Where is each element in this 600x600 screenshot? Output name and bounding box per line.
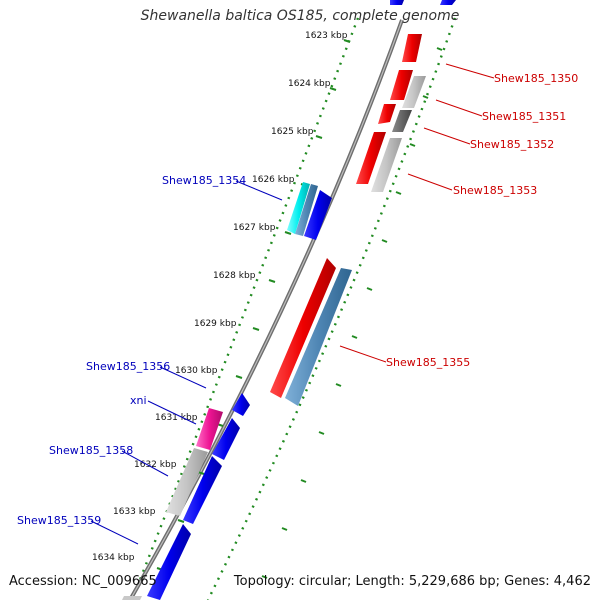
gene-label-shew185-1359[interactable]: Shew185_1359 (17, 514, 101, 527)
gene-shew185-1350-a[interactable] (402, 34, 422, 62)
gene-label-shew185-1358[interactable]: Shew185_1358 (49, 444, 133, 457)
tick-label: 1626 kbp (252, 175, 295, 185)
backbone-bottom-shadow (122, 596, 142, 600)
gene-label-shew185-1355[interactable]: Shew185_1355 (386, 356, 470, 369)
gene-label-shew185-1354[interactable]: Shew185_1354 (162, 174, 246, 187)
tick-label: 1629 kbp (194, 319, 237, 329)
outer-tick-marks (261, 47, 443, 579)
gene-xni[interactable] (196, 408, 223, 450)
gene-label-shew185-1353[interactable]: Shew185_1353 (453, 184, 537, 197)
gene-shew185-1354-steel[interactable] (295, 184, 318, 236)
gene-top-partial-2 (440, 0, 456, 5)
tick-labels: 1623 kbp 1624 kbp 1625 kbp 1626 kbp 1627… (92, 31, 348, 563)
gene-label-shew185-1356[interactable]: Shew185_1356 (86, 360, 170, 373)
tick-label: 1633 kbp (113, 507, 156, 517)
tick-label: 1625 kbp (271, 127, 314, 137)
gene-top-partial-1 (390, 0, 404, 5)
genome-summary: Topology: circular; Length: 5,229,686 bp… (233, 574, 591, 589)
tick-label: 1627 kbp (233, 223, 276, 233)
gene-shew185-1352-dark[interactable] (392, 110, 412, 132)
left-gene-labels: Shew185_1354 Shew185_1356 xni Shew185_13… (17, 174, 246, 527)
tick-label: 1630 kbp (175, 366, 218, 376)
gene-shew185-1350-b[interactable] (390, 70, 413, 100)
gene-xni-blue[interactable] (212, 418, 240, 460)
tick-label: 1631 kbp (155, 413, 198, 423)
gene-shew185-1356[interactable] (232, 393, 250, 416)
tick-label: 1632 kbp (134, 460, 177, 470)
gene-label-shew185-1352[interactable]: Shew185_1352 (470, 138, 554, 151)
gene-label-xni[interactable]: xni (130, 394, 147, 407)
gene-label-shew185-1351[interactable]: Shew185_1351 (482, 110, 566, 123)
tick-label: 1623 kbp (305, 31, 348, 41)
gene-shew185-1353[interactable] (371, 138, 402, 192)
gene-shew185-1354-blue[interactable] (304, 190, 332, 240)
gene-shew185-1351[interactable] (378, 104, 396, 124)
accession-label: Accession: NC_009665 (9, 574, 157, 589)
map-title: Shewanella baltica OS185, complete genom… (140, 8, 460, 24)
gene-label-shew185-1350[interactable]: Shew185_1350 (494, 72, 578, 85)
gene-shew185-1358[interactable] (183, 456, 222, 524)
gene-shew185-1352[interactable] (356, 132, 386, 184)
gene-shew185-1359[interactable] (147, 524, 191, 600)
tick-label: 1634 kbp (92, 553, 135, 563)
gene-shew185-1350-gray[interactable] (402, 76, 426, 108)
tick-label: 1628 kbp (213, 271, 256, 281)
tick-label: 1624 kbp (288, 79, 331, 89)
gene-shew185-1358-gray[interactable] (166, 448, 208, 516)
gene-shew185-1355[interactable] (270, 258, 336, 398)
right-gene-labels: Shew185_1350 Shew185_1351 Shew185_1352 S… (386, 72, 578, 369)
right-leader-lines (339, 63, 495, 363)
genome-backbone-highlight (129, 19, 403, 600)
gene-shew185-1355-steel[interactable] (285, 268, 352, 406)
gene-shew185-1354-cyan[interactable] (287, 182, 310, 234)
left-leader-lines (90, 180, 283, 545)
